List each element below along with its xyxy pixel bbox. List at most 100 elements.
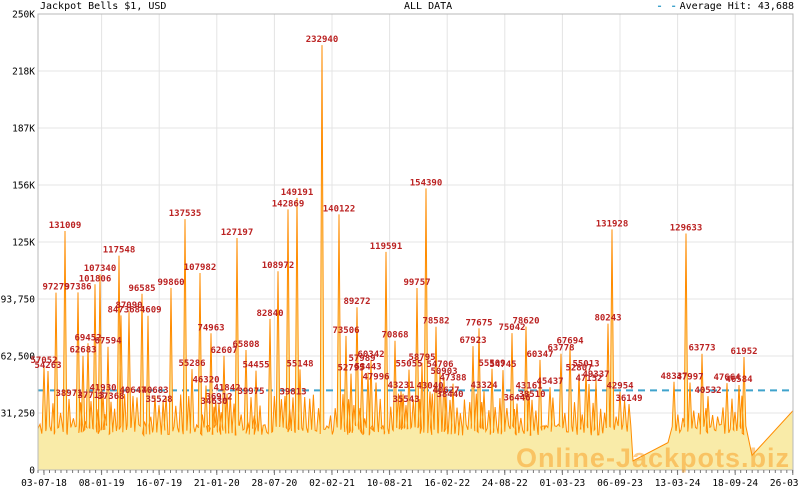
svg-text:16-07-19: 16-07-19 bbox=[136, 478, 182, 489]
svg-text:129633: 129633 bbox=[670, 224, 703, 234]
svg-text:99757: 99757 bbox=[403, 278, 430, 288]
svg-text:50903: 50903 bbox=[430, 367, 457, 377]
svg-text:55013: 55013 bbox=[572, 360, 599, 370]
svg-text:67594: 67594 bbox=[94, 337, 122, 347]
svg-text:10-08-21: 10-08-21 bbox=[367, 478, 413, 489]
svg-text:35543: 35543 bbox=[392, 395, 419, 405]
svg-text:35528: 35528 bbox=[145, 395, 172, 405]
svg-text:154390: 154390 bbox=[410, 178, 443, 188]
svg-text:137535: 137535 bbox=[169, 209, 202, 219]
svg-text:47997: 47997 bbox=[676, 373, 703, 383]
svg-text:49337: 49337 bbox=[582, 370, 609, 380]
svg-text:107340: 107340 bbox=[84, 264, 117, 274]
svg-text:250K: 250K bbox=[12, 10, 35, 21]
svg-text:06-09-23: 06-09-23 bbox=[597, 478, 643, 489]
average-hit-legend: - - Average Hit: 43,688 bbox=[657, 1, 794, 13]
chart-title: Jackpot Bells $1, USD bbox=[40, 1, 167, 12]
svg-text:107982: 107982 bbox=[184, 263, 217, 273]
svg-text:77675: 77675 bbox=[465, 318, 492, 328]
svg-text:93,750: 93,750 bbox=[1, 295, 36, 306]
svg-text:13-03-24: 13-03-24 bbox=[655, 478, 701, 489]
svg-text:84609: 84609 bbox=[134, 306, 161, 316]
svg-text:16-02-22: 16-02-22 bbox=[424, 478, 470, 489]
svg-text:46320: 46320 bbox=[192, 376, 219, 386]
svg-text:63773: 63773 bbox=[688, 344, 715, 354]
svg-text:54455: 54455 bbox=[242, 361, 269, 371]
svg-text:80243: 80243 bbox=[594, 314, 621, 324]
svg-text:58795: 58795 bbox=[408, 353, 435, 363]
svg-text:08-01-19: 08-01-19 bbox=[79, 478, 125, 489]
svg-text:69452: 69452 bbox=[74, 333, 101, 343]
svg-text:47152: 47152 bbox=[575, 374, 602, 384]
svg-text:38971: 38971 bbox=[55, 389, 82, 399]
svg-text:54745: 54745 bbox=[489, 360, 516, 370]
svg-text:97386: 97386 bbox=[64, 282, 91, 292]
svg-text:89272: 89272 bbox=[343, 297, 370, 307]
svg-text:36149: 36149 bbox=[615, 394, 642, 404]
svg-text:46584: 46584 bbox=[725, 375, 753, 385]
svg-text:28-07-20: 28-07-20 bbox=[252, 478, 298, 489]
svg-text:57052: 57052 bbox=[30, 356, 57, 366]
svg-text:41842: 41842 bbox=[213, 384, 240, 394]
svg-text:45437: 45437 bbox=[536, 377, 563, 387]
svg-text:52807: 52807 bbox=[565, 364, 592, 374]
svg-text:24-08-22: 24-08-22 bbox=[482, 478, 528, 489]
svg-text:40532: 40532 bbox=[694, 386, 721, 396]
svg-text:97279: 97279 bbox=[42, 283, 69, 293]
average-hit-label: Average Hit: 43,688 bbox=[679, 1, 794, 12]
svg-text:108972: 108972 bbox=[262, 261, 295, 271]
svg-text:82840: 82840 bbox=[256, 309, 283, 319]
svg-text:57989: 57989 bbox=[348, 354, 375, 364]
svg-text:74963: 74963 bbox=[197, 323, 224, 333]
svg-text:01-03-23: 01-03-23 bbox=[540, 478, 586, 489]
svg-text:96585: 96585 bbox=[128, 284, 155, 294]
svg-text:62,500: 62,500 bbox=[1, 352, 36, 363]
svg-text:31,250: 31,250 bbox=[1, 409, 36, 420]
svg-text:40683: 40683 bbox=[141, 386, 168, 396]
svg-text:101806: 101806 bbox=[79, 274, 112, 284]
svg-text:53443: 53443 bbox=[354, 363, 381, 373]
svg-text:39975: 39975 bbox=[237, 387, 264, 397]
svg-text:62683: 62683 bbox=[69, 346, 96, 356]
svg-text:218K: 218K bbox=[12, 67, 35, 78]
svg-text:43231: 43231 bbox=[387, 381, 414, 391]
svg-text:34630: 34630 bbox=[200, 397, 227, 407]
svg-text:131009: 131009 bbox=[49, 221, 82, 231]
svg-text:43161: 43161 bbox=[515, 381, 542, 391]
svg-text:55509: 55509 bbox=[478, 359, 505, 369]
svg-text:63778: 63778 bbox=[547, 344, 574, 354]
svg-text:127197: 127197 bbox=[221, 228, 254, 238]
svg-text:78620: 78620 bbox=[512, 317, 539, 327]
svg-text:55055: 55055 bbox=[395, 360, 422, 370]
svg-text:40627: 40627 bbox=[432, 386, 459, 396]
svg-text:41930: 41930 bbox=[89, 384, 116, 394]
svg-text:65808: 65808 bbox=[232, 340, 259, 350]
svg-text:55286: 55286 bbox=[178, 359, 205, 369]
svg-text:54263: 54263 bbox=[34, 361, 61, 371]
svg-text:232940: 232940 bbox=[306, 35, 339, 45]
svg-text:142869: 142869 bbox=[272, 199, 305, 209]
svg-text:37713: 37713 bbox=[77, 391, 104, 401]
svg-text:60342: 60342 bbox=[357, 350, 384, 360]
svg-text:84736: 84736 bbox=[107, 305, 134, 315]
svg-text:73506: 73506 bbox=[332, 326, 359, 336]
svg-text:67923: 67923 bbox=[459, 336, 486, 346]
svg-text:149191: 149191 bbox=[281, 188, 314, 198]
svg-text:117548: 117548 bbox=[103, 246, 136, 256]
svg-text:02-02-21: 02-02-21 bbox=[309, 478, 355, 489]
svg-text:47996: 47996 bbox=[362, 373, 389, 383]
svg-text:54706: 54706 bbox=[426, 360, 453, 370]
svg-text:99860: 99860 bbox=[157, 278, 184, 288]
svg-text:52795: 52795 bbox=[337, 364, 364, 374]
svg-text:78582: 78582 bbox=[422, 317, 449, 327]
svg-text:42954: 42954 bbox=[606, 382, 634, 392]
svg-text:03-07-18: 03-07-18 bbox=[21, 478, 67, 489]
svg-text:119591: 119591 bbox=[370, 242, 403, 252]
svg-text:55148: 55148 bbox=[286, 359, 313, 369]
svg-text:47664: 47664 bbox=[713, 373, 741, 383]
average-line-swatch: - - bbox=[656, 1, 678, 12]
svg-text:131928: 131928 bbox=[596, 219, 629, 229]
svg-text:18-09-24: 18-09-24 bbox=[712, 478, 758, 489]
svg-text:87090: 87090 bbox=[115, 301, 142, 311]
